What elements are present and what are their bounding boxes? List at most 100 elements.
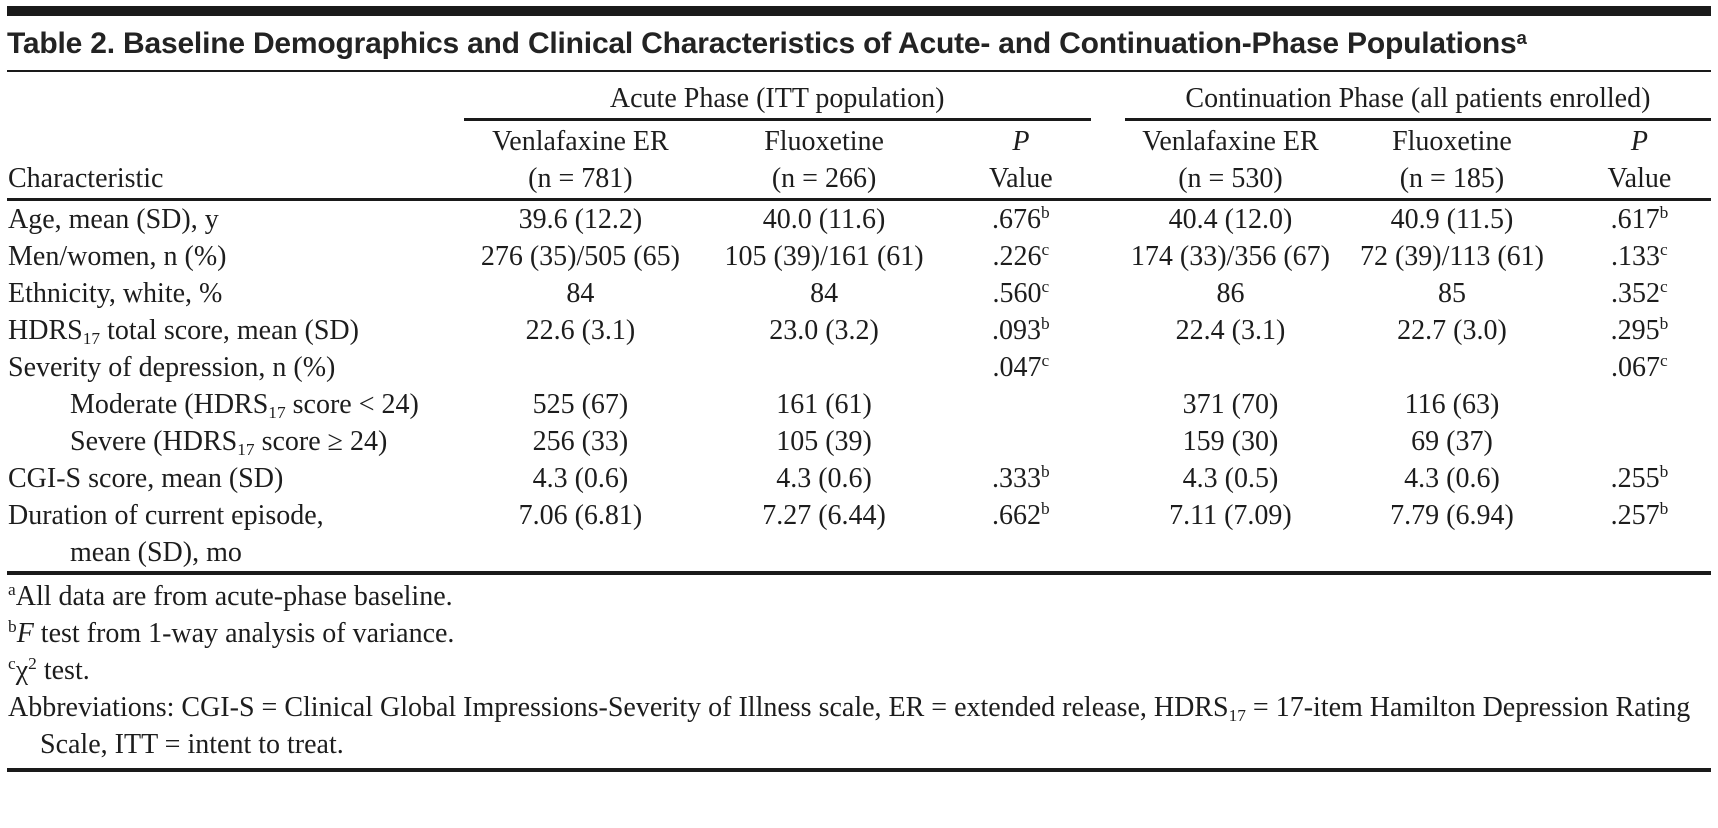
data-cell: .067c — [1611, 351, 1668, 383]
data-cell: 105 (39)/161 (61) — [724, 241, 924, 272]
data-cell: 525 (67) — [532, 389, 629, 420]
table-row: Ethnicity, white, % 84 84 .560c 86 85 .352c — [7, 275, 1711, 312]
data-cell: .560c — [992, 277, 1050, 309]
data-cell: 105 (39) — [776, 426, 872, 457]
group-header-continuation: Continuation Phase (all patients enrolle… — [1124, 74, 1711, 121]
header-line2: Value — [988, 163, 1053, 194]
data-cell: .093b — [992, 314, 1050, 346]
data-cell: 4.3 (0.6) — [1404, 463, 1500, 494]
row-label: Ethnicity, white, % — [8, 278, 223, 309]
footnotes: aAll data are from acute-phase baseline.… — [7, 575, 1711, 768]
data-cell — [951, 423, 1091, 460]
title-rule — [7, 70, 1711, 72]
demographics-table: Acute Phase (ITT population) Continuatio… — [7, 74, 1711, 575]
data-cell — [697, 349, 951, 386]
data-cell: 276 (35)/505 (65) — [480, 241, 680, 272]
data-cell: 84 — [566, 278, 595, 309]
empty-header-cell — [7, 74, 464, 120]
table-row: Age, mean (SD), y 39.6 (12.2) 40.0 (11.6).… — [7, 200, 1711, 239]
header-line2: (n = 781) — [528, 163, 633, 194]
data-cell: 69 (37) — [1411, 426, 1493, 457]
data-cell: 22.6 (3.1) — [525, 315, 636, 346]
data-cell: 85 — [1437, 278, 1466, 309]
footnote: aAll data are from acute-phase baseline. — [8, 580, 453, 612]
table-row: Severe (HDRS17 score ≥ 24) 256 (33) 105 (3… — [7, 423, 1711, 460]
table-row: CGI-S score, mean (SD) 4.3 (0.6) 4.3 (0.6)… — [7, 460, 1711, 497]
data-cell: 39.6 (12.2) — [518, 204, 643, 235]
data-cell: 23.0 (3.2) — [769, 315, 879, 346]
column-gap — [1091, 312, 1125, 349]
data-cell — [951, 386, 1091, 423]
data-cell: 371 (70) — [1182, 389, 1279, 420]
row-label: CGI-S score, mean (SD) — [8, 463, 284, 494]
data-cell: 7.11 (7.09) — [1124, 497, 1337, 575]
data-cell: 40.9 (11.5) — [1390, 204, 1514, 235]
row-label: Moderate (HDRS17 score < 24) — [70, 389, 419, 422]
data-cell: .226c — [992, 240, 1050, 272]
header-line1: P — [1630, 126, 1648, 157]
table-figure: Table 2. Baseline Demographics and Clini… — [0, 6, 1718, 772]
data-cell: .257b — [1567, 497, 1711, 575]
data-cell: 40.4 (12.0) — [1168, 204, 1293, 235]
data-cell: .352c — [1611, 277, 1668, 309]
data-cell: 116 (63) — [1404, 389, 1500, 420]
data-cell: 159 (30) — [1182, 426, 1279, 457]
table-row: Duration of current episode, mean (SD), m… — [7, 497, 1711, 575]
row-label: Severity of depression, n (%) — [8, 352, 336, 383]
data-cell: 84 — [810, 278, 839, 309]
column-gap — [1091, 349, 1125, 386]
group-header-row: Acute Phase (ITT population) Continuatio… — [7, 74, 1711, 121]
data-cell: 4.3 (0.6) — [776, 463, 872, 494]
table-title: Table 2. Baseline Demographics and Clini… — [7, 27, 1711, 61]
row-label: Age, mean (SD), y — [8, 204, 219, 235]
footnote: Abbreviations: CGI-S = Clinical Global I… — [8, 692, 1691, 760]
data-cell: .662b — [951, 497, 1091, 575]
header-line1: Fluoxetine — [1392, 126, 1512, 157]
data-cell: 72 (39)/113 (61) — [1359, 241, 1544, 272]
footnote: bF test from 1-way analysis of variance. — [8, 617, 455, 649]
footnote: cχ2 test. — [8, 654, 90, 686]
data-cell: 40.0 (11.6) — [762, 204, 886, 235]
top-rule — [7, 6, 1711, 16]
data-cell: .133c — [1611, 240, 1668, 272]
table-row: Moderate (HDRS17 score < 24) 525 (67) 161 … — [7, 386, 1711, 423]
data-cell: .255b — [1610, 462, 1669, 494]
data-cell — [464, 349, 697, 386]
data-cell: 4.3 (0.6) — [532, 463, 629, 494]
column-header-continuation-fluoxetine: Fluoxetine (n = 185) — [1336, 119, 1568, 201]
header-line2: (n = 530) — [1178, 163, 1283, 194]
title-footnote-marker: a — [1516, 26, 1527, 48]
data-cell: 7.27 (6.44) — [697, 497, 952, 575]
column-header-acute-venlafaxine: Venlafaxine ER (n = 781) — [463, 119, 698, 201]
data-cell: 256 (33) — [532, 426, 629, 457]
row-label: Duration of current episode, mean (SD), m… — [7, 497, 464, 575]
header-line1: Venlafaxine ER — [1142, 126, 1319, 157]
data-cell: 22.4 (3.1) — [1175, 315, 1286, 346]
row-label: HDRS17 total score, mean (SD) — [8, 315, 359, 348]
data-cell: 86 — [1216, 278, 1245, 309]
column-gap — [1091, 74, 1125, 120]
data-cell — [1336, 349, 1568, 386]
column-gap — [1091, 238, 1125, 275]
data-cell: 7.79 (6.94) — [1336, 497, 1568, 575]
column-gap — [1090, 497, 1125, 575]
column-header-acute-pvalue: P Value — [951, 119, 1091, 201]
column-gap — [1091, 275, 1125, 312]
table-row: Severity of depression, n (%) .047c .067c — [7, 349, 1711, 386]
table-row: Men/women, n (%) 276 (35)/505 (65) 105 (39… — [7, 238, 1711, 275]
data-cell: .295b — [1610, 314, 1669, 346]
data-cell — [1125, 349, 1336, 386]
column-header-characteristic: Characteristic — [7, 119, 464, 201]
table-title-text: Table 2. Baseline Demographics and Clini… — [7, 27, 1517, 60]
data-cell: .617b — [1610, 203, 1669, 235]
column-header-continuation-venlafaxine: Venlafaxine ER (n = 530) — [1124, 119, 1337, 201]
column-gap — [1091, 386, 1125, 423]
table-row: HDRS17 total score, mean (SD) 22.6 (3.1) 2… — [7, 312, 1711, 349]
data-cell: .047c — [992, 351, 1050, 383]
data-cell: 22.7 (3.0) — [1397, 315, 1507, 346]
column-gap — [1091, 200, 1125, 239]
data-cell: 174 (33)/356 (67) — [1130, 241, 1330, 272]
column-gap — [1091, 460, 1125, 497]
data-cell: .676b — [992, 203, 1050, 235]
data-cell — [1568, 386, 1711, 423]
